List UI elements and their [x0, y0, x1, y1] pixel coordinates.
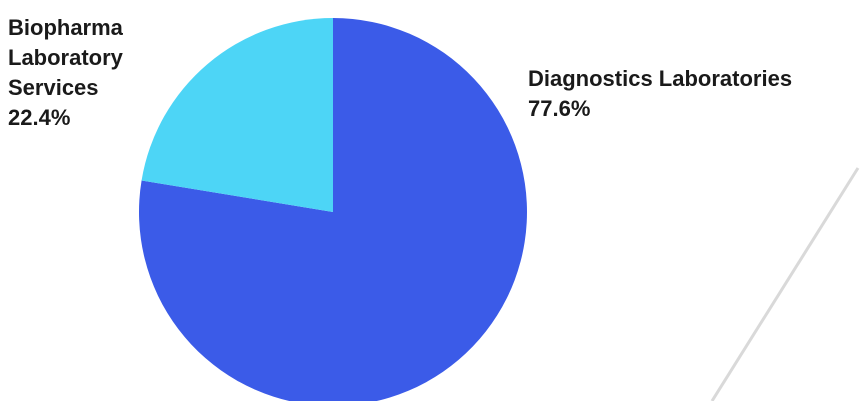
pie-slice-biopharma-laboratory-services — [141, 18, 333, 212]
pie-slice-diagnostics-laboratories — [139, 18, 527, 401]
pie-slices — [139, 18, 527, 401]
slice-name-label: Laboratory — [8, 45, 124, 70]
slice-percent-label: 77.6% — [528, 96, 590, 121]
slice-label-biopharma: Biopharma Laboratory Services 22.4% — [8, 15, 124, 130]
slice-name-label: Biopharma — [8, 15, 124, 40]
slice-label-diagnostics: Diagnostics Laboratories 77.6% — [528, 66, 792, 121]
slice-labels: Diagnostics Laboratories 77.6% Biopharma La… — [8, 15, 792, 130]
decorative-diagonal-line — [710, 167, 860, 401]
slice-percent-label: 22.4% — [8, 105, 70, 130]
slice-name-label: Services — [8, 75, 99, 100]
slice-name-label: Diagnostics Laboratories — [528, 66, 792, 91]
